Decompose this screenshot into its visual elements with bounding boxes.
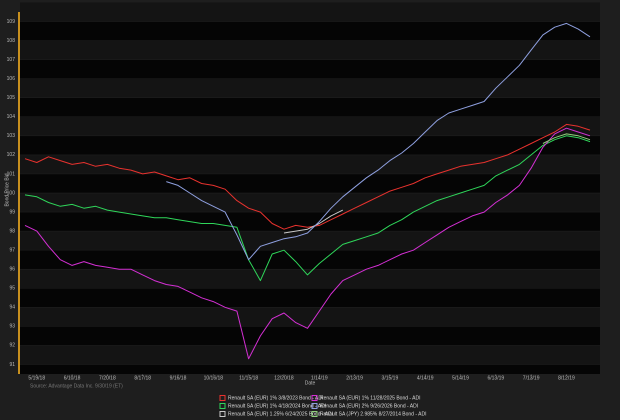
x-tick-label: 8/12/19 bbox=[558, 375, 575, 381]
y-tick-label: 104 bbox=[7, 114, 16, 120]
series-line bbox=[24, 123, 591, 230]
series-line bbox=[166, 22, 591, 261]
legend-label: Renault SA (JPY) 2.985% 8/27/2014 Bond -… bbox=[320, 411, 426, 417]
x-tick-label: 5/14/19 bbox=[452, 375, 469, 381]
y-tick-label: 93 bbox=[9, 324, 15, 330]
series-line bbox=[542, 133, 591, 144]
x-tick-label: 12/20/18 bbox=[274, 375, 294, 381]
y-tick-label: 94 bbox=[9, 305, 15, 311]
y-tick-label: 108 bbox=[7, 38, 16, 44]
x-axis-title: Date bbox=[305, 380, 316, 386]
y-tick-label: 96 bbox=[9, 267, 15, 273]
x-tick-label: 11/15/18 bbox=[239, 375, 258, 381]
y-tick-label: 91 bbox=[9, 362, 15, 368]
y-tick-label: 101 bbox=[7, 171, 16, 177]
y-tick-label: 106 bbox=[7, 76, 16, 82]
y-tick-label: 100 bbox=[7, 190, 16, 196]
x-tick-label: 9/16/18 bbox=[170, 375, 187, 381]
legend-swatch bbox=[219, 403, 226, 409]
grid-band bbox=[20, 40, 600, 60]
x-tick-label: 10/16/18 bbox=[204, 375, 224, 381]
x-tick-label: 6/10/18 bbox=[64, 375, 81, 381]
grid-band bbox=[20, 2, 600, 22]
legend-label: Renault SA (EUR) 1% 11/28/2025 Bond - AD… bbox=[320, 395, 421, 401]
x-tick-label: 8/17/18 bbox=[134, 375, 151, 381]
y-tick-label: 98 bbox=[9, 228, 15, 234]
legend-label: Renault SA (EUR) 1% 3/8/2023 Bond - ADI bbox=[228, 395, 323, 401]
grid-band bbox=[20, 193, 600, 213]
x-tick-label: 5/19/18 bbox=[28, 375, 45, 381]
grid-band bbox=[20, 78, 600, 98]
x-tick-label: 1/14/19 bbox=[311, 375, 328, 381]
x-tick-label: 7/13/19 bbox=[523, 375, 540, 381]
grid-band bbox=[20, 116, 600, 136]
y-tick-label: 92 bbox=[9, 343, 15, 349]
y-tick-label: 109 bbox=[7, 19, 16, 25]
y-tick-label: 99 bbox=[9, 209, 15, 215]
grid-band bbox=[20, 231, 600, 251]
y-tick-label: 105 bbox=[7, 95, 16, 101]
legend-swatch bbox=[311, 395, 318, 401]
x-tick-label: 4/14/19 bbox=[417, 375, 434, 381]
legend-swatch bbox=[219, 411, 226, 417]
legend-swatch bbox=[219, 395, 226, 401]
legend-label: Renault SA (EUR) 1.25% 6/24/2025 Bond - … bbox=[228, 411, 333, 417]
x-tick-label: 3/15/19 bbox=[382, 375, 399, 381]
y-tick-label: 103 bbox=[7, 133, 16, 139]
legend-swatch bbox=[311, 411, 318, 417]
legend-label: Renault SA (EUR) 2% 9/26/2026 Bond - ADI bbox=[320, 403, 418, 409]
grid-band bbox=[20, 269, 600, 289]
x-tick-label: 2/13/19 bbox=[346, 375, 363, 381]
y-axis-title: Bond Price Bid bbox=[4, 173, 10, 206]
y-tick-label: 107 bbox=[7, 57, 16, 63]
series-line bbox=[24, 135, 591, 282]
x-tick-label: 6/13/19 bbox=[487, 375, 504, 381]
grid-band bbox=[20, 307, 600, 327]
legend-swatch bbox=[311, 403, 318, 409]
y-tick-label: 97 bbox=[9, 247, 15, 253]
y-tick-label: 95 bbox=[9, 286, 15, 292]
y-tick-label: 102 bbox=[7, 152, 16, 158]
x-tick-label: 7/20/18 bbox=[99, 375, 116, 381]
series-line bbox=[24, 127, 591, 360]
source-note: Source: Advantage Data Inc. 9/30/19 (ET) bbox=[30, 383, 123, 389]
legend-label: Renault SA (EUR) 1% 4/18/2024 Bond - ADI bbox=[228, 403, 326, 409]
grid-band bbox=[20, 345, 600, 365]
series-line bbox=[283, 209, 344, 234]
grid-band bbox=[20, 154, 600, 174]
